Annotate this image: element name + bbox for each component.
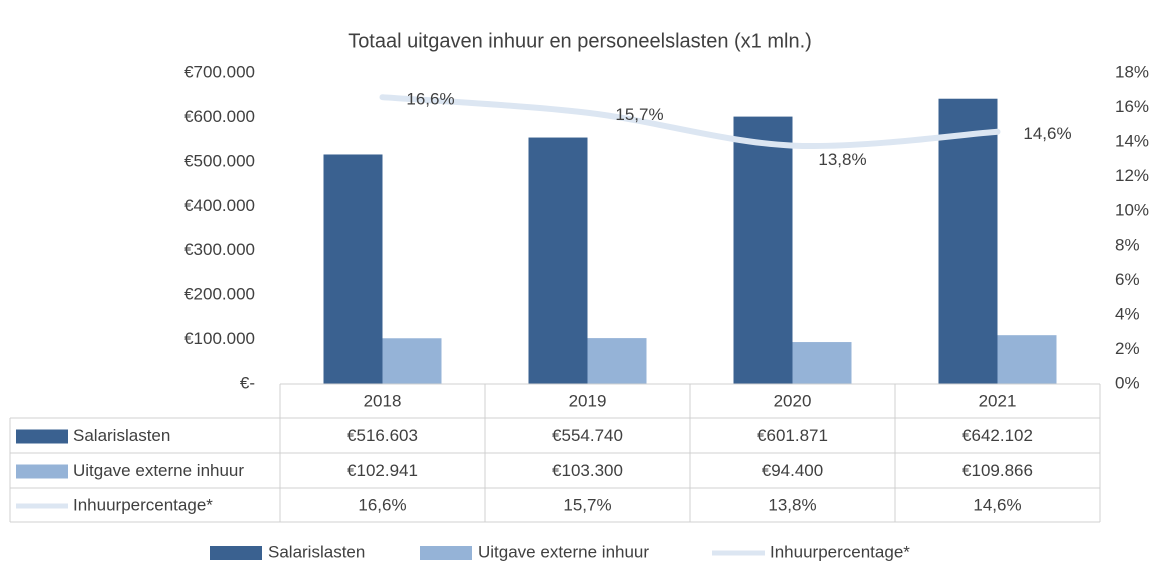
table-cell: €642.102 xyxy=(962,426,1033,445)
y2-tick-label: 12% xyxy=(1115,166,1149,185)
table-cell: €103.300 xyxy=(552,461,623,480)
bar xyxy=(587,338,647,384)
y2-tick-label: 8% xyxy=(1115,235,1140,254)
table-cell: €601.871 xyxy=(757,426,828,445)
bar xyxy=(323,154,383,384)
table-cell: €554.740 xyxy=(552,426,623,445)
table-swatch xyxy=(16,464,68,479)
y2-tick-label: 4% xyxy=(1115,304,1140,323)
y2-tick-label: 0% xyxy=(1115,373,1140,392)
y2-tick-label: 14% xyxy=(1115,132,1149,151)
data-label: 14,6% xyxy=(1023,124,1071,143)
bar xyxy=(997,335,1057,384)
bar xyxy=(733,116,793,384)
y-tick-label: €500.000 xyxy=(184,151,255,170)
bar xyxy=(528,137,588,384)
x-tick-label: 2021 xyxy=(979,391,1017,410)
table-cell: 14,6% xyxy=(973,495,1021,514)
y2-tick-label: 2% xyxy=(1115,339,1140,358)
table-row-label: Inhuurpercentage* xyxy=(73,495,213,514)
chart-title: Totaal uitgaven inhuur en personeelslast… xyxy=(348,30,812,52)
x-tick-label: 2019 xyxy=(569,391,607,410)
y2-tick-label: 18% xyxy=(1115,62,1149,81)
table-row-label: Salarislasten xyxy=(73,426,170,445)
table-cell: 16,6% xyxy=(358,495,406,514)
table-cell: €109.866 xyxy=(962,461,1033,480)
table-cell: €102.941 xyxy=(347,461,418,480)
bar xyxy=(938,98,998,384)
data-label: 16,6% xyxy=(406,90,454,109)
y-tick-label: €400.000 xyxy=(184,196,255,215)
bar xyxy=(382,338,442,384)
bar xyxy=(792,342,852,384)
y-tick-label: €700.000 xyxy=(184,62,255,81)
legend-label: Inhuurpercentage* xyxy=(770,542,910,561)
table-swatch xyxy=(16,429,68,444)
table-row-label: Uitgave externe inhuur xyxy=(73,461,244,480)
y2-tick-label: 16% xyxy=(1115,97,1149,116)
data-label: 15,7% xyxy=(615,105,663,124)
table-cell: 15,7% xyxy=(563,495,611,514)
legend-swatch xyxy=(420,546,472,560)
line xyxy=(379,94,1001,149)
x-tick-label: 2018 xyxy=(364,391,402,410)
legend-label: Uitgave externe inhuur xyxy=(478,542,649,561)
y2-tick-label: 6% xyxy=(1115,270,1140,289)
y-tick-label: €- xyxy=(240,373,255,392)
y-tick-label: €600.000 xyxy=(184,107,255,126)
y-tick-label: €300.000 xyxy=(184,240,255,259)
legend-label: Salarislasten xyxy=(268,542,365,561)
y-tick-label: €200.000 xyxy=(184,285,255,304)
legend-swatch xyxy=(210,546,262,560)
table-cell: 13,8% xyxy=(768,495,816,514)
table-cell: €516.603 xyxy=(347,426,418,445)
x-tick-label: 2020 xyxy=(774,391,812,410)
data-label: 13,8% xyxy=(818,150,866,169)
y2-tick-label: 10% xyxy=(1115,201,1149,220)
y-tick-label: €100.000 xyxy=(184,329,255,348)
table-cell: €94.400 xyxy=(762,461,823,480)
